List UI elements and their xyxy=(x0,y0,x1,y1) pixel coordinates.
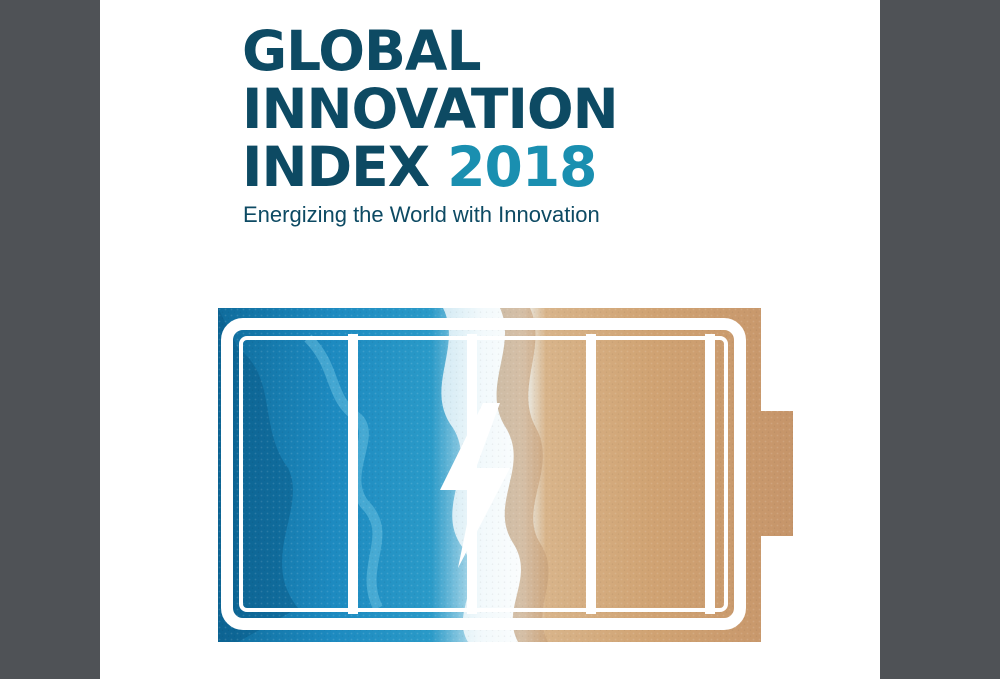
battery-outline xyxy=(221,318,746,630)
battery-icon xyxy=(218,308,793,642)
page-title: GLOBAL INNOVATION INDEX 2018 xyxy=(242,19,619,196)
document-page: GLOBAL INNOVATION INDEX 2018 Energizing … xyxy=(100,0,880,679)
title-index-word: INDEX xyxy=(242,135,430,199)
subtitle: Energizing the World with Innovation xyxy=(243,202,600,227)
lightning-bolt-icon xyxy=(440,403,510,568)
title-line-global: GLOBAL xyxy=(242,19,482,83)
title-year: 2018 xyxy=(447,135,597,199)
title-line-index: INDEX 2018 xyxy=(242,138,618,196)
title-line-innovation: INNOVATION xyxy=(242,77,619,141)
